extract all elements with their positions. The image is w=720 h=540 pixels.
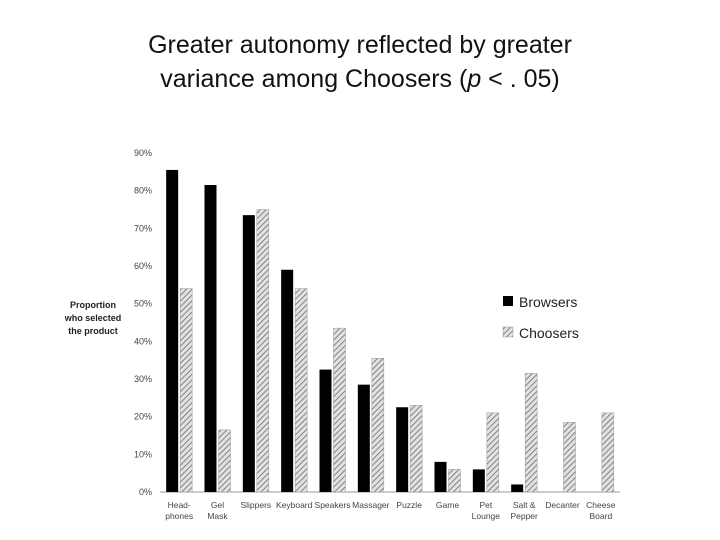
x-tick-label: Game — [436, 500, 459, 510]
bar-choosers — [601, 412, 615, 493]
legend-swatch-choosers — [502, 326, 514, 338]
bar-browsers — [166, 169, 179, 492]
bar-choosers — [294, 288, 308, 493]
bar-browsers — [434, 461, 447, 492]
y-tick-label: 30% — [134, 374, 152, 384]
x-tick-label: Speakers — [315, 500, 351, 510]
y-tick-label: 70% — [134, 223, 152, 233]
x-tick-label: Puzzle — [396, 500, 422, 510]
y-tick-label: 10% — [134, 449, 152, 459]
bar-browsers — [242, 215, 255, 492]
x-tick-label-line: Speakers — [315, 500, 351, 510]
p-symbol: p — [467, 65, 482, 93]
bar-choosers — [524, 373, 538, 493]
x-tick-label-line: Gel — [211, 500, 224, 510]
bars — [166, 169, 615, 493]
legend: Browsers Choosers — [502, 294, 579, 341]
x-tick-label: Pet Lounge — [472, 500, 501, 521]
y-tick-label: 20% — [134, 412, 152, 422]
y-axis-label-line: the product — [68, 326, 118, 336]
title-line-2-suffix: < . 05) — [481, 65, 560, 93]
y-tick-label: 90% — [134, 148, 152, 158]
y-tick-label: 50% — [134, 299, 152, 309]
x-tick-label-line: Decanter — [545, 500, 580, 510]
y-tick-label: 80% — [134, 186, 152, 196]
y-tick-label: 40% — [134, 336, 152, 346]
title-line-2-prefix: variance among Choosers ( — [160, 65, 468, 93]
bar-browsers — [204, 185, 217, 492]
title-line-2: variance among Choosers (p < . 05) — [0, 62, 720, 96]
category-labels: Head-phones Gel Mask Slippers Keyboard Speake… — [165, 500, 616, 521]
axes: 0% 10% 20% 30% 40% 50% 60% 70% 80% 90% — [134, 148, 620, 497]
y-axis-label: Proportion who selected the product — [56, 299, 130, 338]
bar-choosers — [448, 469, 461, 493]
x-tick-label: Keyboard — [276, 500, 313, 510]
x-tick-label-line: Slippers — [240, 500, 271, 510]
legend-label-browsers: Browsers — [519, 294, 577, 310]
x-tick-label-line: Mask — [207, 511, 228, 521]
x-tick-label-line: Pet — [479, 500, 492, 510]
y-axis-label-line: who selected — [64, 313, 122, 323]
bar-browsers — [396, 407, 409, 492]
y-tick-label: 0% — [139, 487, 152, 497]
x-tick-label: Slippers — [240, 500, 271, 510]
bar-choosers — [486, 412, 500, 493]
bar-browsers — [281, 269, 294, 492]
x-tick-label-line: Board — [589, 511, 612, 521]
x-tick-label-line: Salt & — [513, 500, 536, 510]
bar-browsers — [357, 384, 370, 492]
x-tick-label-line: Head- — [168, 500, 191, 510]
y-axis-label-line: Proportion — [70, 300, 116, 310]
x-tick-label-line: Lounge — [472, 511, 501, 521]
x-tick-label: Gel Mask — [207, 500, 228, 521]
bar-choosers — [218, 429, 231, 493]
x-tick-label-line: Puzzle — [396, 500, 422, 510]
legend-label-choosers: Choosers — [519, 325, 579, 341]
slide-title: Greater autonomy reflected by greater va… — [0, 28, 720, 96]
bar-browsers — [511, 484, 524, 492]
x-tick-label-line: Keyboard — [276, 500, 313, 510]
bar-choosers — [563, 422, 576, 493]
x-tick-label: Salt & Pepper — [510, 500, 538, 521]
x-tick-label-line: Pepper — [510, 511, 538, 521]
bar-choosers — [256, 209, 270, 493]
bar-choosers — [409, 405, 423, 493]
y-tick-label: 60% — [134, 261, 152, 271]
x-tick-label-line: Cheese — [586, 500, 616, 510]
bar-choosers — [371, 358, 385, 493]
bar-choosers — [333, 327, 346, 493]
x-tick-label-line: Game — [436, 500, 459, 510]
x-tick-label: Cheese Board — [586, 500, 616, 521]
title-line-1: Greater autonomy reflected by greater — [148, 31, 572, 59]
bar-choosers — [179, 288, 193, 493]
x-tick-label: Decanter — [545, 500, 580, 510]
bar-browsers — [319, 369, 332, 492]
x-tick-label-line: Massager — [352, 500, 389, 510]
x-tick-label: Massager — [352, 500, 389, 510]
x-tick-label: Head-phones — [165, 500, 193, 521]
bar-browsers — [472, 469, 485, 492]
legend-swatch-browsers — [503, 296, 513, 306]
x-tick-label-line: phones — [165, 511, 193, 521]
